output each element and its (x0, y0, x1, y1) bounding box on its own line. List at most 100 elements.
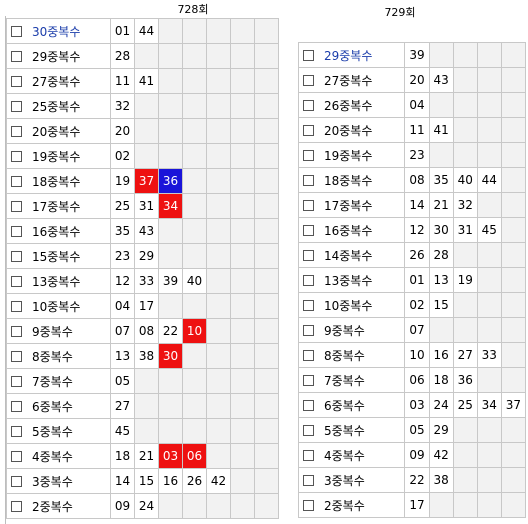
checkbox-icon[interactable] (303, 374, 314, 386)
table-row: 18중복수 08 35 40 44 (297, 167, 527, 193)
number-cell: 19 (452, 267, 478, 293)
checkbox-icon[interactable] (303, 149, 314, 161)
checkbox-icon[interactable] (303, 499, 314, 511)
number-cell: 41 (428, 117, 454, 143)
empty-cell (158, 293, 183, 319)
table-row: 25중복수 32 (6, 93, 279, 119)
empty-cell (158, 368, 183, 394)
row-label-cell: 30중복수 (6, 18, 111, 44)
duplicate-count-label: 29중복수 (32, 49, 81, 64)
checkbox-icon[interactable] (11, 50, 22, 62)
number-cell: 09 (404, 442, 430, 468)
empty-cell (254, 418, 279, 444)
table-row: 8중복수 10 16 27 33 (297, 342, 527, 368)
checkbox-icon[interactable] (303, 74, 314, 86)
checkbox-icon[interactable] (303, 199, 314, 211)
highlighted-number-cell: 37 (134, 168, 159, 194)
table-row: 19중복수 23 (297, 142, 527, 168)
empty-cell (230, 393, 255, 419)
row-label-cell: 16중복수 (297, 217, 406, 243)
checkbox-icon[interactable] (303, 99, 314, 111)
checkbox-icon[interactable] (303, 274, 314, 286)
table-row: 5중복수 45 (6, 418, 279, 444)
checkbox-icon[interactable] (11, 175, 22, 187)
checkbox-icon[interactable] (11, 375, 22, 387)
checkbox-icon[interactable] (11, 150, 22, 162)
row-label-cell: 8중복수 (6, 343, 111, 369)
empty-cell (254, 68, 279, 94)
checkbox-icon[interactable] (11, 250, 22, 262)
number-cell: 32 (110, 93, 135, 119)
empty-cell (452, 92, 478, 118)
duplicate-count-label: 20중복수 (324, 123, 373, 138)
empty-cell (476, 367, 502, 393)
duplicate-count-label: 7중복수 (32, 374, 73, 389)
checkbox-icon[interactable] (303, 224, 314, 236)
empty-cell (500, 342, 527, 368)
checkbox-icon[interactable] (303, 449, 314, 461)
checkbox-icon[interactable] (11, 225, 22, 237)
checkbox-icon[interactable] (11, 100, 22, 112)
checkbox-icon[interactable] (303, 49, 314, 61)
panel-title-729: 729회 (384, 6, 416, 19)
number-cell: 35 (110, 218, 135, 244)
checkbox-icon[interactable] (303, 474, 314, 486)
highlighted-number-cell: 36 (158, 168, 183, 194)
empty-cell (254, 343, 279, 369)
checkbox-icon[interactable] (303, 124, 314, 136)
empty-cell (428, 142, 454, 168)
empty-cell (134, 393, 159, 419)
empty-cell (230, 68, 255, 94)
number-cell: 08 (404, 167, 430, 193)
checkbox-icon[interactable] (11, 300, 22, 312)
checkbox-icon[interactable] (11, 350, 22, 362)
number-cell: 44 (476, 167, 502, 193)
empty-cell (158, 493, 183, 519)
table-row: 18중복수 19 37 36 (6, 168, 279, 194)
row-label-cell: 7중복수 (6, 368, 111, 394)
empty-cell (206, 493, 231, 519)
checkbox-icon[interactable] (11, 200, 22, 212)
empty-cell (206, 143, 231, 169)
checkbox-icon[interactable] (303, 324, 314, 336)
checkbox-icon[interactable] (303, 249, 314, 261)
number-cell: 33 (476, 342, 502, 368)
checkbox-icon[interactable] (11, 125, 22, 137)
empty-cell (254, 493, 279, 519)
empty-cell (206, 218, 231, 244)
table-row: 29중복수 28 (6, 43, 279, 69)
empty-cell (206, 168, 231, 194)
checkbox-icon[interactable] (11, 475, 22, 487)
duplicate-count-label: 14중복수 (324, 248, 373, 263)
empty-cell (254, 268, 279, 294)
checkbox-icon[interactable] (11, 25, 22, 37)
checkbox-icon[interactable] (303, 349, 314, 361)
empty-cell (182, 168, 207, 194)
empty-cell (158, 143, 183, 169)
table-row: 20중복수 20 (6, 118, 279, 144)
number-cell: 01 (404, 267, 430, 293)
checkbox-icon[interactable] (11, 325, 22, 337)
checkbox-icon[interactable] (11, 75, 22, 87)
checkbox-icon[interactable] (303, 299, 314, 311)
checkbox-icon[interactable] (303, 399, 314, 411)
row-label-cell: 27중복수 (6, 68, 111, 94)
empty-cell (500, 167, 527, 193)
empty-cell (500, 442, 527, 468)
checkbox-icon[interactable] (11, 425, 22, 437)
table-row: 4중복수 18 21 03 06 (6, 443, 279, 469)
checkbox-icon[interactable] (11, 500, 22, 512)
row-label-cell: 25중복수 (6, 93, 111, 119)
table-row: 29중복수 39 (297, 42, 527, 68)
checkbox-icon[interactable] (303, 174, 314, 186)
checkbox-icon[interactable] (11, 400, 22, 412)
checkbox-icon[interactable] (303, 424, 314, 436)
checkbox-icon[interactable] (11, 275, 22, 287)
empty-cell (134, 118, 159, 144)
checkbox-icon[interactable] (11, 450, 22, 462)
number-cell: 07 (404, 317, 430, 343)
number-cell: 41 (134, 68, 159, 94)
table-row: 16중복수 12 30 31 45 (297, 217, 527, 243)
empty-cell (206, 193, 231, 219)
number-cell: 18 (110, 443, 135, 469)
